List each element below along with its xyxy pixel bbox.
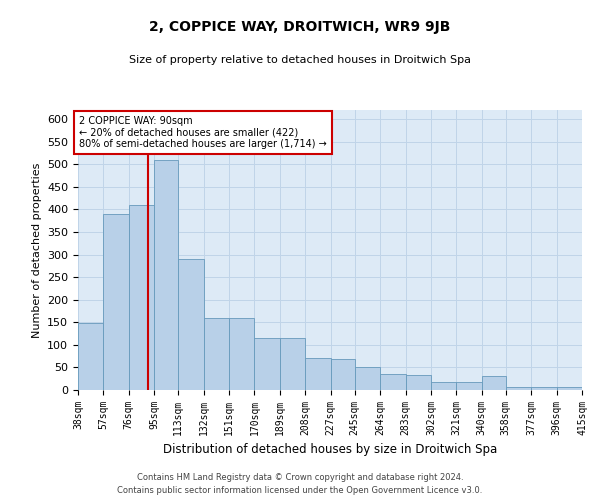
Text: 2, COPPICE WAY, DROITWICH, WR9 9JB: 2, COPPICE WAY, DROITWICH, WR9 9JB xyxy=(149,20,451,34)
Bar xyxy=(431,382,457,390)
Y-axis label: Number of detached properties: Number of detached properties xyxy=(32,162,41,338)
Bar xyxy=(229,318,254,390)
Text: 2 COPPICE WAY: 90sqm
← 20% of detached houses are smaller (422)
80% of semi-deta: 2 COPPICE WAY: 90sqm ← 20% of detached h… xyxy=(79,116,327,149)
Bar xyxy=(203,318,229,390)
Bar xyxy=(506,387,531,390)
Bar xyxy=(154,160,178,390)
Bar xyxy=(557,387,582,390)
Bar xyxy=(380,374,406,390)
Bar xyxy=(331,360,355,390)
Bar xyxy=(531,387,557,390)
Bar xyxy=(78,323,103,390)
Bar xyxy=(305,358,331,390)
Bar xyxy=(457,382,482,390)
Bar xyxy=(129,205,154,390)
Bar xyxy=(103,214,129,390)
Bar xyxy=(582,387,600,390)
Bar xyxy=(178,259,203,390)
Bar xyxy=(482,376,506,390)
Text: Size of property relative to detached houses in Droitwich Spa: Size of property relative to detached ho… xyxy=(129,55,471,65)
Text: Contains public sector information licensed under the Open Government Licence v3: Contains public sector information licen… xyxy=(118,486,482,495)
X-axis label: Distribution of detached houses by size in Droitwich Spa: Distribution of detached houses by size … xyxy=(163,444,497,456)
Bar xyxy=(254,338,280,390)
Text: Contains HM Land Registry data © Crown copyright and database right 2024.: Contains HM Land Registry data © Crown c… xyxy=(137,474,463,482)
Bar xyxy=(406,375,431,390)
Bar xyxy=(280,338,305,390)
Bar xyxy=(355,366,380,390)
